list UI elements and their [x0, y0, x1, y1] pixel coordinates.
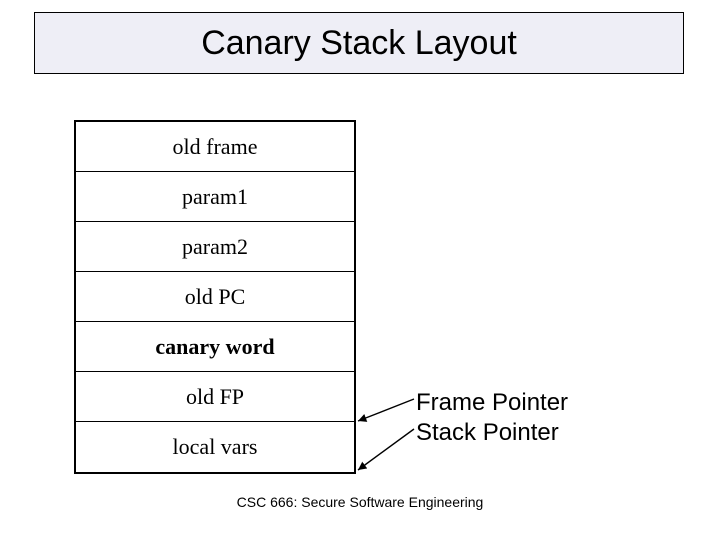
- stack-cell: param2: [76, 222, 354, 272]
- slide-footer: CSC 666: Secure Software Engineering: [0, 494, 720, 510]
- stack-cell: local vars: [76, 422, 354, 472]
- stack-cell: param1: [76, 172, 354, 222]
- stack-cell: old frame: [76, 122, 354, 172]
- pointer-labels: Frame Pointer Stack Pointer: [416, 388, 568, 448]
- stack-diagram: old frame param1 param2 old PC canary wo…: [74, 120, 356, 474]
- frame-pointer-label: Frame Pointer: [416, 388, 568, 418]
- stack-pointer-label: Stack Pointer: [416, 418, 568, 448]
- frame-pointer-arrow: [358, 399, 414, 421]
- slide-title: Canary Stack Layout: [201, 24, 517, 63]
- title-box: Canary Stack Layout: [34, 12, 684, 74]
- stack-cell-canary: canary word: [76, 322, 354, 372]
- stack-cell: old PC: [76, 272, 354, 322]
- stack-pointer-arrow: [358, 429, 414, 470]
- stack-cell: old FP: [76, 372, 354, 422]
